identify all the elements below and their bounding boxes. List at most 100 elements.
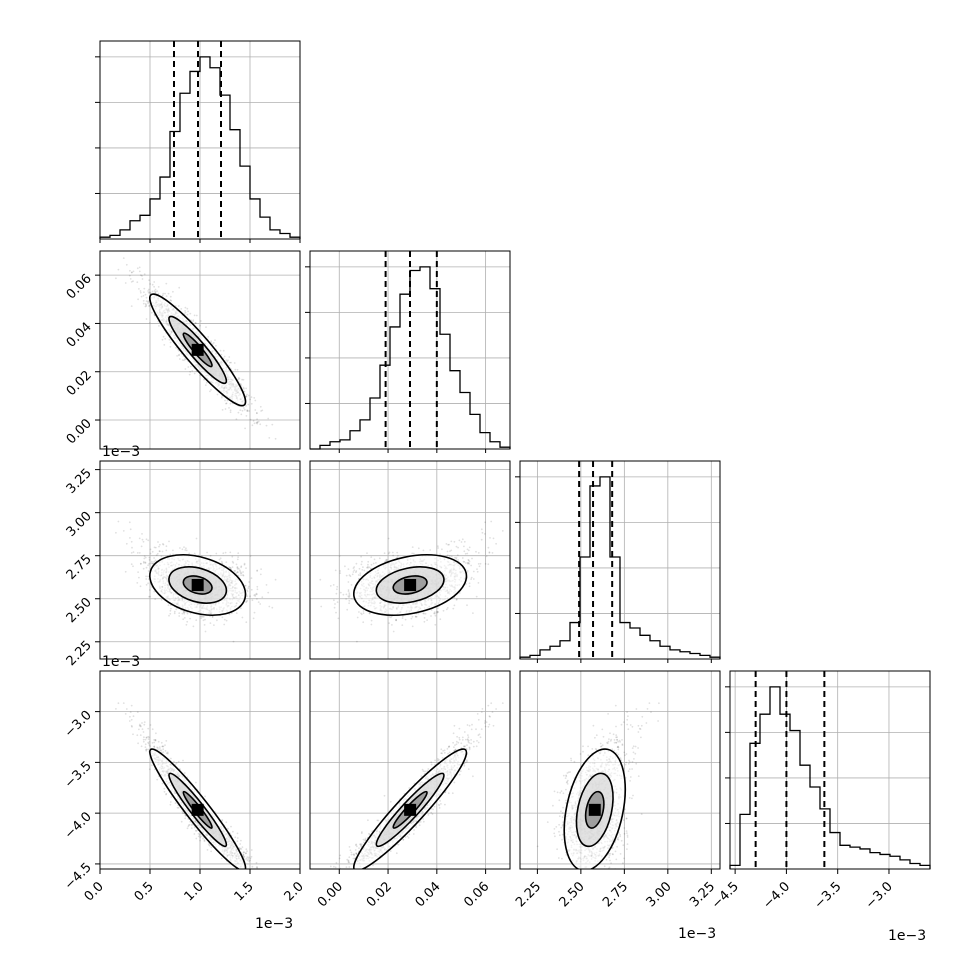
sample-point (136, 267, 139, 270)
sample-point (348, 596, 350, 599)
sample-point (132, 551, 135, 553)
sample-point (417, 612, 420, 615)
sample-point (490, 520, 493, 523)
sample-point (165, 295, 168, 297)
sample-point (143, 287, 146, 290)
sample-point (187, 366, 190, 368)
sample-point (441, 548, 443, 551)
sample-point (115, 531, 117, 534)
sample-point (209, 622, 212, 624)
sample-point (231, 560, 234, 563)
sample-point (184, 310, 187, 312)
sample-point (487, 546, 490, 549)
sample-point (147, 301, 150, 303)
sample-point (259, 881, 261, 883)
sample-point (446, 607, 449, 609)
sample-point (147, 290, 150, 292)
sample-point (194, 322, 197, 324)
sample-point (466, 604, 468, 607)
sample-point (240, 565, 243, 568)
sample-point (239, 569, 241, 572)
sample-point (229, 411, 232, 414)
sample-point (242, 574, 244, 576)
sample-point (229, 566, 231, 569)
sample-point (159, 550, 161, 553)
sample-point (201, 615, 204, 618)
sample-point (467, 562, 470, 564)
sample-point (176, 355, 179, 357)
sample-point (348, 602, 350, 605)
sample-point (332, 584, 335, 586)
sample-point (159, 543, 161, 546)
sample-point (202, 619, 205, 622)
sample-point (463, 540, 466, 543)
sample-point (447, 543, 449, 546)
sample-point (232, 562, 235, 564)
sample-point (426, 619, 428, 621)
sample-point (215, 344, 217, 347)
sample-point (144, 303, 147, 305)
sample-point (367, 560, 370, 563)
sample-point (468, 585, 471, 588)
sample-point (243, 562, 246, 565)
sample-point (475, 550, 477, 553)
sample-point (142, 567, 145, 570)
sample-point (253, 397, 256, 399)
sample-point (170, 607, 172, 610)
sample-point (220, 353, 223, 356)
sample-point (157, 541, 159, 543)
sample-point (148, 556, 151, 559)
sample-point (259, 573, 262, 576)
histogram-step (310, 266, 511, 450)
sample-point (238, 377, 241, 380)
sample-point (148, 279, 151, 282)
sample-point (392, 554, 395, 557)
sample-point (392, 630, 395, 633)
sample-point (237, 378, 240, 381)
sample-point (363, 569, 366, 572)
sample-point (388, 616, 391, 618)
sample-point (221, 409, 224, 411)
sample-point (218, 558, 221, 561)
sample-point (391, 624, 393, 626)
sample-point (245, 395, 248, 398)
sample-point (253, 422, 256, 425)
sample-point (235, 612, 238, 614)
sample-point (401, 617, 404, 619)
sample-point (362, 566, 364, 568)
sample-point (124, 570, 127, 573)
sample-point (411, 552, 414, 555)
sample-point (154, 546, 157, 549)
sample-point (345, 593, 348, 596)
sample-point (129, 537, 131, 539)
sample-point (180, 308, 183, 310)
sample-point (246, 599, 249, 602)
sample-point (193, 552, 196, 555)
sample-point (132, 270, 135, 273)
sample-point (250, 396, 253, 398)
sample-point (149, 548, 152, 551)
sample-point (254, 595, 257, 597)
sample-point (229, 361, 231, 364)
sample-point (167, 604, 170, 607)
sample-point (149, 552, 152, 555)
sample-point (352, 571, 355, 573)
sample-point (387, 537, 390, 540)
sample-point (157, 292, 160, 295)
sample-point (347, 581, 350, 583)
sample-point (132, 280, 134, 283)
sample-point (480, 538, 483, 541)
sample-point (246, 590, 249, 593)
sample-point (192, 319, 195, 322)
histogram-step (729, 686, 931, 869)
sample-point (453, 540, 456, 543)
sample-point (254, 870, 256, 872)
sample-point (256, 598, 258, 600)
sample-point (233, 362, 236, 364)
sample-point (153, 281, 156, 283)
sample-point (187, 310, 190, 313)
sample-point (210, 389, 212, 391)
sample-point (368, 612, 371, 614)
sample-point (348, 599, 351, 602)
sample-point (256, 418, 258, 420)
